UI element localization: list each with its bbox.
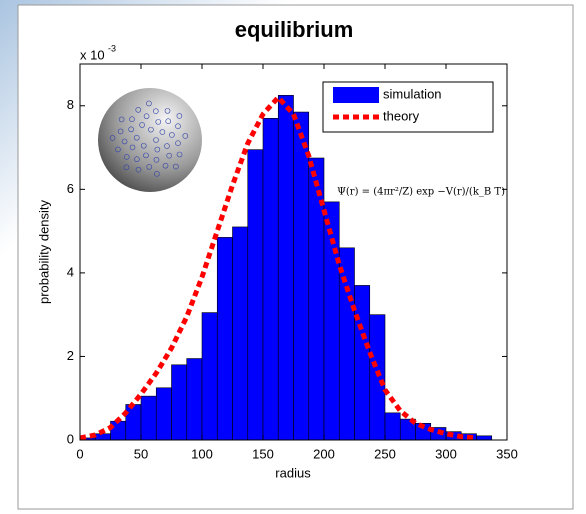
legend-swatch [333,87,379,103]
bar [110,420,127,441]
bar [293,111,310,441]
x-tick-label: 100 [191,446,213,461]
legend-label: theory [383,108,420,123]
bar [369,314,386,441]
bar [186,358,203,441]
sphere-dot [143,152,149,159]
bar [232,226,249,441]
bar [262,118,279,441]
sphere-dot [135,107,142,113]
x-tick-label: 50 [134,446,148,461]
x-tick-label: 250 [374,446,396,461]
sphere-dot [182,133,189,139]
x-tick-label: 300 [435,446,457,461]
y-axis-label: probability density [36,199,51,304]
sphere-dot [153,156,160,163]
sphere-dot [169,132,175,138]
sphere-dot [115,146,121,153]
y-tick-label: 0 [67,431,74,446]
bar [155,387,172,441]
bar [277,95,294,441]
sphere-dot [154,171,160,177]
sphere-dot [123,154,130,160]
axes-box [79,63,508,441]
bar [323,201,340,441]
sphere-dot [175,123,181,129]
formula: Ψ(r) = (4πr²/Z) exp −V(r)/(k_B T) [337,187,505,198]
sphere-dot [176,151,183,158]
sphere-dot [121,138,128,145]
sphere-dot [148,126,154,133]
y-tick-label: 4 [67,264,74,279]
bar [354,285,371,441]
x-tick-label: 0 [76,446,83,461]
sphere-dot [135,166,142,173]
bar [171,364,188,441]
bar [384,412,401,441]
sphere-dot [166,152,172,159]
sphere-dot [173,163,179,170]
sphere-dot [164,143,170,149]
sphere-dot [129,116,135,123]
sphere-dot [118,116,125,123]
sphere-dot [143,113,150,120]
sphere-dot [154,146,161,153]
bar [140,395,157,441]
sphere-dot [153,137,159,143]
bar [247,149,264,441]
sphere-dot [146,100,152,107]
sphere-dot [159,129,166,135]
sphere-dot [176,113,183,119]
x-tick-label: 150 [252,446,274,461]
y-scale-exponent: -3 [108,43,116,53]
y-tick-label: 2 [67,348,74,363]
sphere-dot [117,128,124,135]
sphere-dot [128,126,134,133]
sphere-dot [123,164,130,171]
sphere-dot [146,164,153,170]
sphere-dot [165,118,172,125]
bar [125,404,142,441]
bar [338,247,355,441]
y-tick-label: 8 [67,97,74,112]
sphere-dot [129,144,136,151]
sphere-dot [162,162,169,169]
y-scale: x 10 [80,47,105,62]
bar [94,433,111,441]
chart-title: equilibrium [235,17,354,42]
sphere-dot [175,140,181,146]
sphere-dot [134,156,140,163]
sphere-dot [109,135,116,141]
sphere-dot [133,134,140,141]
bar [476,435,493,441]
x-tick-label: 200 [313,446,335,461]
sphere-dot [155,119,162,125]
sphere-dot [139,122,145,128]
y-tick-label: 6 [67,181,74,196]
bar [201,312,218,441]
sphere-dot [153,108,159,114]
bar [216,237,233,441]
x-tick-label: 350 [496,446,518,461]
sphere-dot [140,142,147,149]
legend-label: simulation [383,86,442,101]
sphere-dot [164,108,171,114]
x-axis-label: radius [275,465,311,480]
